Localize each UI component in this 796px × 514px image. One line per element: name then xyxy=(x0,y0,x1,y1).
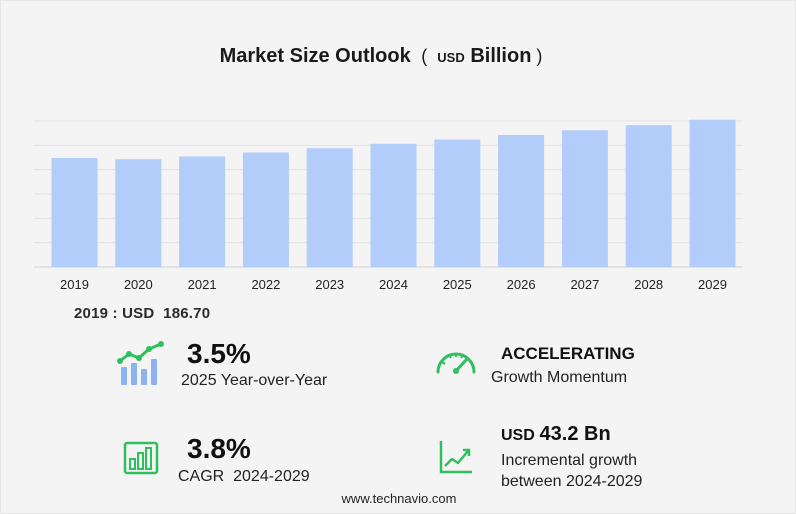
x-tick-2019: 2019 xyxy=(60,277,89,292)
title-paren-close: ) xyxy=(531,46,543,66)
title-paren-open: ( xyxy=(416,46,428,66)
bar-2022 xyxy=(242,152,289,267)
bar-2020 xyxy=(115,159,162,267)
bar-chart: 2019 2020 2021 2022 2023 2024 2025 2026 2027 2028… xyxy=(34,119,743,292)
incremental-amount: 43.2 Bn xyxy=(539,423,611,445)
base-separator: : xyxy=(112,305,118,322)
x-tick-2026: 2026 xyxy=(507,277,536,292)
bar-2021 xyxy=(179,156,226,267)
bar-growth-icon xyxy=(123,441,159,475)
yoy-value: 3.5% xyxy=(187,338,251,369)
speedometer-icon xyxy=(436,352,476,374)
x-tick-2028: 2028 xyxy=(634,277,663,292)
x-tick-2025: 2025 xyxy=(443,277,472,292)
bar-2023 xyxy=(306,148,353,267)
base-year-value: 2019 : USD 186.70 xyxy=(74,305,210,322)
title-unit-word: Billion xyxy=(470,45,532,67)
bar-2026 xyxy=(498,135,545,267)
bar-2024 xyxy=(370,143,417,267)
incremental-label-line1: Incremental growth xyxy=(501,452,638,469)
incremental-currency: USD xyxy=(501,427,535,444)
line-chart-icon xyxy=(439,441,472,474)
base-year: 2019 xyxy=(74,305,109,322)
x-tick-2029: 2029 xyxy=(698,277,727,292)
bar-2019 xyxy=(51,158,98,267)
cagr-value: 3.8% xyxy=(187,433,251,464)
momentum-value: ACCELERATING xyxy=(501,344,635,363)
incremental-value: USD 43.2 Bn xyxy=(501,423,611,446)
growth-bars-icon xyxy=(117,341,164,385)
incremental-label-line2: between 2024-2029 xyxy=(501,473,643,490)
bar-2025 xyxy=(434,139,481,267)
x-tick-labels: 2019 2020 2021 2022 2023 2024 2025 2026 2027 2028… xyxy=(60,277,727,292)
yoy-label: 2025 Year-over-Year xyxy=(181,372,328,389)
x-tick-2022: 2022 xyxy=(251,277,280,292)
cagr-label: CAGR 2024-2029 xyxy=(178,468,310,485)
x-tick-2027: 2027 xyxy=(570,277,599,292)
chart-title-text: Market Size Outlook xyxy=(219,45,411,67)
x-tick-2021: 2021 xyxy=(188,277,217,292)
x-tick-2024: 2024 xyxy=(379,277,408,292)
momentum-label: Growth Momentum xyxy=(491,369,628,386)
bar-series xyxy=(51,119,736,267)
x-tick-2020: 2020 xyxy=(124,277,153,292)
base-value: 186.70 xyxy=(163,305,211,322)
bar-2027 xyxy=(561,130,608,267)
x-tick-2023: 2023 xyxy=(315,277,344,292)
bar-2028 xyxy=(625,125,672,267)
chart-title: Market Size Outlook ( USD Billion ) xyxy=(1,45,761,68)
bar-2029 xyxy=(689,119,736,267)
title-unit-prefix: USD xyxy=(437,50,465,65)
footer-url: www.technavio.com xyxy=(341,491,457,506)
base-currency: USD xyxy=(122,305,155,322)
